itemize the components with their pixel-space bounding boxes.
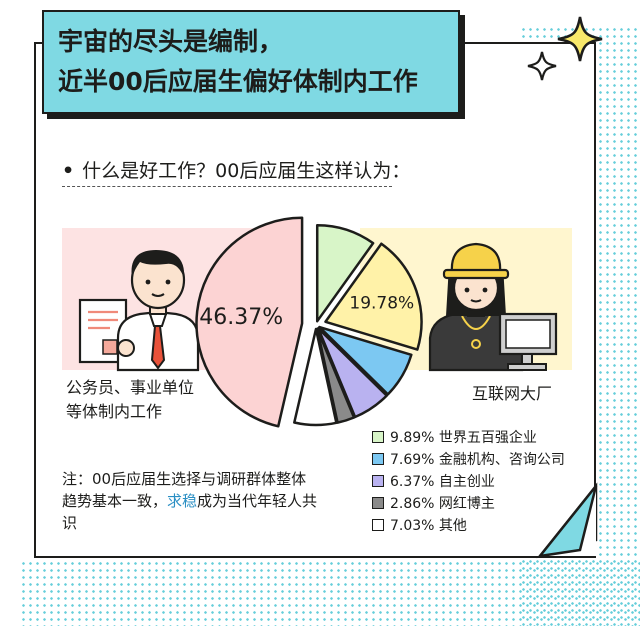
pie-slice-2	[324, 242, 423, 351]
pie-slice-3	[318, 325, 413, 396]
right-category-label: 互联网大厂	[472, 384, 553, 403]
left-category-label: 公务员、事业单位 等体制内工作	[66, 376, 194, 424]
legend-swatch	[372, 519, 384, 531]
title-box: 宇宙的尽头是编制， 近半00后应届生偏好体制内工作	[42, 10, 460, 114]
legend-swatch	[372, 497, 384, 509]
footnote-suffix: 成为当代年轻人共识	[62, 492, 318, 532]
question-text: 什么是好工作？00后应届生这样认为：	[82, 160, 411, 182]
folded-corner-icon	[536, 482, 598, 559]
pie-slice-6	[293, 327, 338, 427]
data-label-0: 46.37%	[199, 305, 283, 330]
left-label-line-2: 等体制内工作	[66, 402, 163, 421]
title-line-2: 近半00后应届生偏好体制内工作	[58, 67, 418, 96]
legend-label: 6.37% 自主创业	[390, 474, 495, 490]
sparkle-star-large-icon	[557, 16, 603, 62]
legend-swatch	[372, 431, 384, 443]
bullet-icon: •	[62, 160, 75, 182]
question-heading: • 什么是好工作？00后应届生这样认为：	[62, 156, 410, 183]
legend-swatch	[372, 475, 384, 487]
sparkle-star-small-icon	[527, 51, 557, 81]
dot-pattern-bottom	[20, 560, 640, 626]
legend-item: 7.03% 其他	[372, 514, 565, 536]
data-label-2: 19.78%	[349, 294, 414, 314]
question-underline	[62, 186, 392, 187]
legend-label: 7.69% 金融机构、咨询公司	[390, 452, 565, 468]
left-label-line-1: 公务员、事业单位	[66, 378, 195, 397]
legend-label: 9.89% 世界五百强企业	[390, 430, 537, 446]
pie-slice-1	[315, 223, 375, 323]
pie-slice-0	[195, 216, 304, 428]
footnote: 注：00后应届生选择与调研群体整体趋势基本一致，求稳成为当代年轻人共识	[62, 468, 318, 534]
legend-label: 7.03% 其他	[390, 518, 467, 534]
legend-item: 2.86% 网红博主	[372, 492, 565, 514]
legend-swatch	[372, 453, 384, 465]
legend-item: 6.37% 自主创业	[372, 470, 565, 492]
title-line-1: 宇宙的尽头是编制，	[58, 27, 284, 56]
legend-item: 7.69% 金融机构、咨询公司	[372, 448, 565, 470]
footnote-highlight: 求稳	[167, 492, 198, 510]
footnote-prefix: 注：00后应届生选择与调研群体整体趋势基本一致，	[62, 470, 307, 510]
legend-label: 2.86% 网红博主	[390, 496, 495, 512]
chart-legend: 9.89% 世界五百强企业 7.69% 金融机构、咨询公司 6.37% 自主创业 2.…	[372, 426, 565, 536]
legend-item: 9.89% 世界五百强企业	[372, 426, 565, 448]
